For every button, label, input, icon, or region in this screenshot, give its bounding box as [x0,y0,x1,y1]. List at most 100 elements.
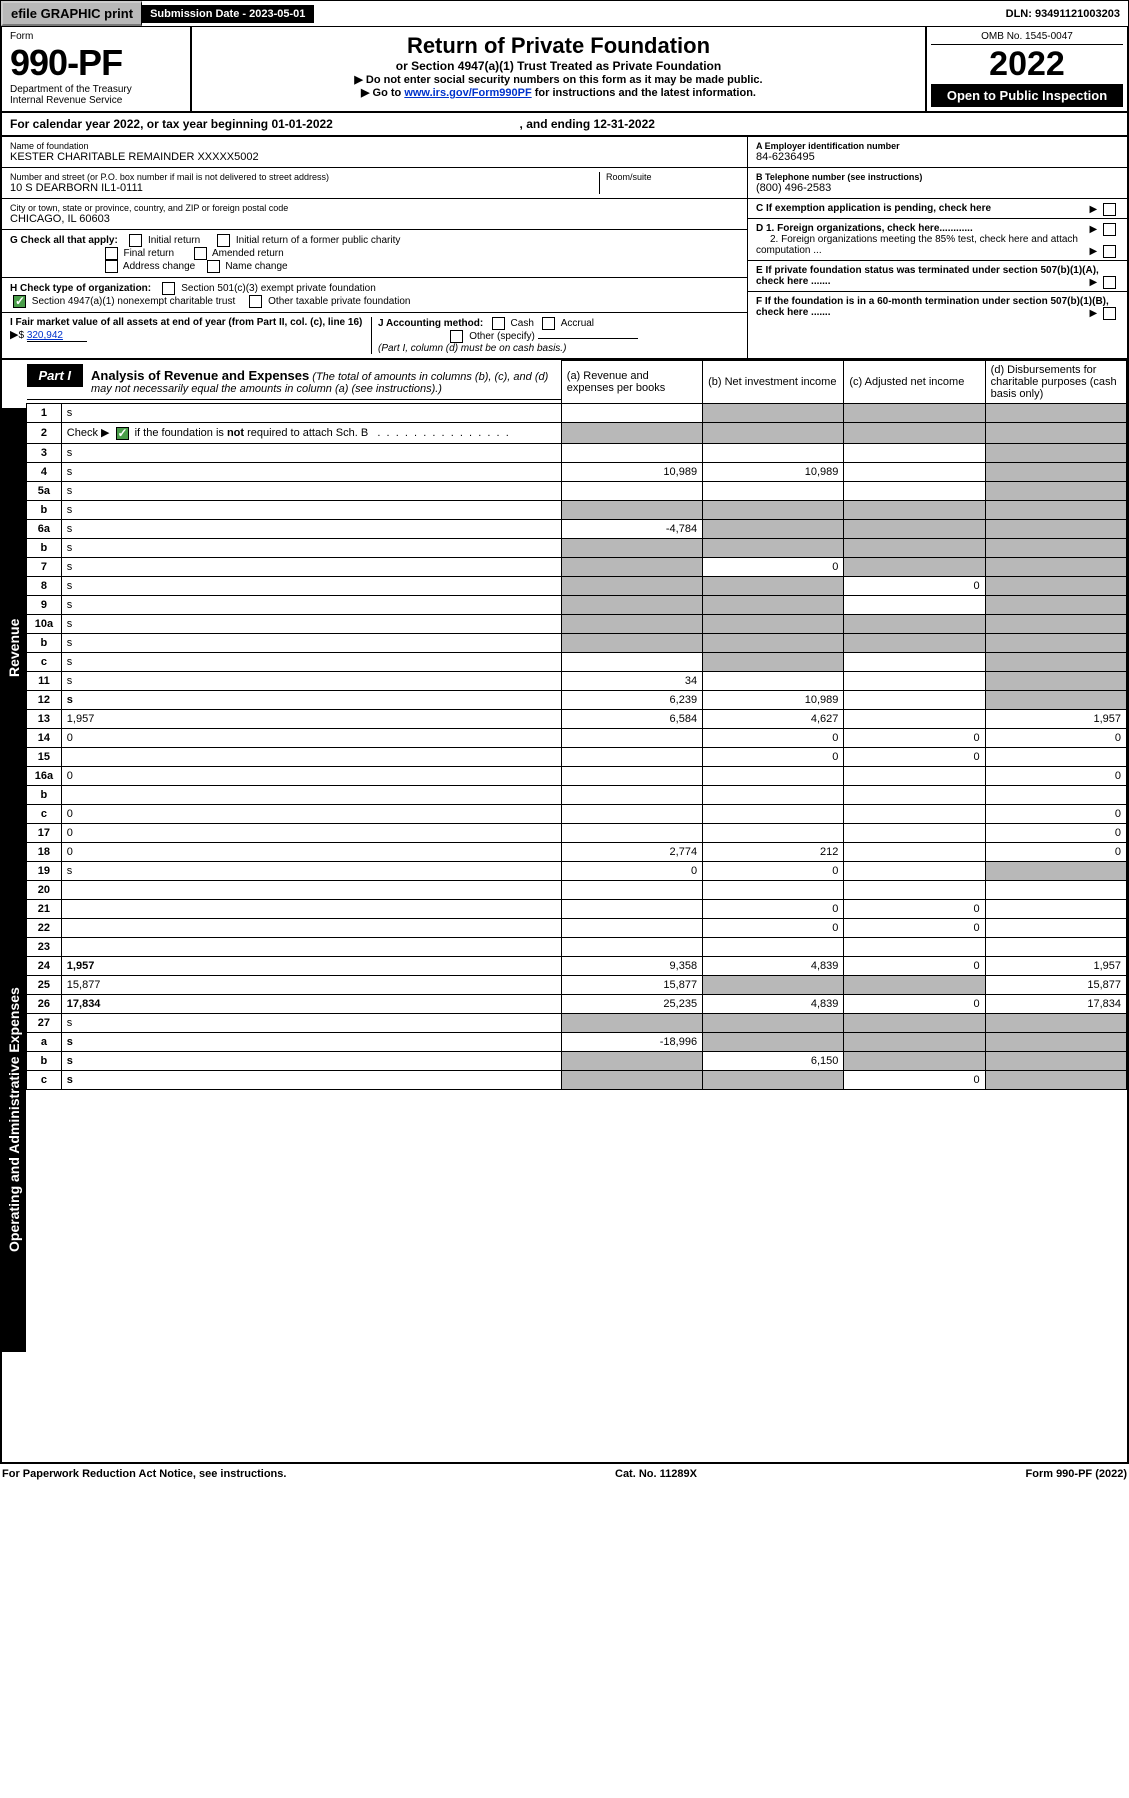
dept: Department of the Treasury [10,84,182,95]
table-row: 11 s 34 [27,671,1127,690]
form-header: Form 990-PF Department of the Treasury I… [0,27,1129,113]
table-row: 24 1,957 9,3584,83901,957 [27,956,1127,975]
table-row: b s [27,538,1127,557]
table-row: 16a 0 0 [27,766,1127,785]
col-b-header: (b) Net investment income [703,361,844,404]
table-row: 27 s [27,1013,1127,1032]
e-label: E If private foundation status was termi… [756,265,1099,287]
other-method-checkbox[interactable] [450,330,463,343]
table-row: 14 0 000 [27,728,1127,747]
table-row: 19 s 00 [27,861,1127,880]
city-label: City or town, state or province, country… [10,203,739,213]
j-note: (Part I, column (d) must be on cash basi… [378,343,566,354]
col-c-header: (c) Adjusted net income [844,361,985,404]
table-row: 21 00 [27,899,1127,918]
note-no-ssn: ▶ Do not enter social security numbers o… [354,74,762,86]
initial-return-checkbox[interactable] [129,234,142,247]
table-row: 4 s 10,98910,989 [27,462,1127,481]
form-title: Return of Private Foundation [198,33,919,59]
amended-return-checkbox[interactable] [194,247,207,260]
form-ref: Form 990-PF (2022) [1026,1468,1128,1480]
d1-checkbox[interactable] [1103,223,1116,236]
table-row: 26 17,834 25,2354,839017,834 [27,994,1127,1013]
h-check-row: H Check type of organization: Section 50… [2,278,747,313]
table-row: 9 s [27,595,1127,614]
foundation-name: KESTER CHARITABLE REMAINDER XXXXX5002 [10,151,739,163]
street-address: 10 S DEARBORN IL1-0111 [10,182,599,194]
table-row: 25 15,877 15,87715,877 [27,975,1127,994]
g-check-row: G Check all that apply: Initial return I… [2,230,747,278]
fmv-value[interactable]: 320,942 [27,330,87,342]
accrual-checkbox[interactable] [542,317,555,330]
f-label: F If the foundation is in a 60-month ter… [756,296,1109,318]
d2-checkbox[interactable] [1103,245,1116,258]
col-d-header: (d) Disbursements for charitable purpose… [985,361,1126,404]
top-bar: efile GRAPHIC print Submission Date - 20… [0,0,1129,27]
table-row: 5a s [27,481,1127,500]
cat-no: Cat. No. 11289X [615,1468,697,1480]
note2-pre: ▶ Go to [361,87,404,99]
instructions-link[interactable]: www.irs.gov/Form990PF [404,87,531,99]
table-row: b s 6,150 [27,1051,1127,1070]
table-row: a s -18,996 [27,1032,1127,1051]
table-row: 2 Check ▶ if the foundation is not requi… [27,423,1127,444]
table-row: 7 s 0 [27,557,1127,576]
final-return-checkbox[interactable] [105,247,118,260]
addr-label: Number and street (or P.O. box number if… [10,172,599,182]
g-label: G Check all that apply: [10,235,118,246]
table-row: 12 s 6,23910,989 [27,690,1127,709]
page-footer: For Paperwork Reduction Act Notice, see … [0,1464,1129,1484]
form-number: 990-PF [10,42,182,84]
cash-checkbox[interactable] [492,317,505,330]
c-checkbox[interactable] [1103,203,1116,216]
table-row: c 0 0 [27,804,1127,823]
city-state-zip: CHICAGO, IL 60603 [10,213,739,225]
dln: DLN: 93491121003203 [998,5,1128,23]
form-word: Form [10,31,182,42]
table-row: 22 00 [27,918,1127,937]
tax-year: 2022 [931,45,1123,84]
table-row: 17 0 0 [27,823,1127,842]
table-row: 23 [27,937,1127,956]
other-taxable-checkbox[interactable] [249,295,262,308]
d1-label: D 1. Foreign organizations, check here..… [756,223,973,234]
table-row: c s [27,652,1127,671]
table-row: b s [27,500,1127,519]
analysis-grid: Part I Analysis of Revenue and Expenses … [26,360,1127,1090]
name-label: Name of foundation [10,141,739,151]
table-row: 20 [27,880,1127,899]
submission-date: Submission Date - 2023-05-01 [142,5,314,23]
e-checkbox[interactable] [1103,276,1116,289]
part1-table: Revenue Operating and Administrative Exp… [0,360,1129,1464]
ein: 84-6236495 [756,151,1119,163]
table-row: b [27,785,1127,804]
table-row: 15 00 [27,747,1127,766]
expenses-vlabel: Operating and Administrative Expenses [2,888,26,1352]
table-row: 3 s [27,443,1127,462]
revenue-vlabel: Revenue [2,408,26,888]
address-change-checkbox[interactable] [105,260,118,273]
table-row: 10a s [27,614,1127,633]
table-row: 13 1,957 6,5844,6271,957 [27,709,1127,728]
h-label: H Check type of organization: [10,283,151,294]
table-row: c s 0 [27,1070,1127,1089]
open-to-public: Open to Public Inspection [931,84,1123,107]
table-row: 6a s -4,784 [27,519,1127,538]
part1-title: Analysis of Revenue and Expenses [91,368,309,383]
d2-label: 2. Foreign organizations meeting the 85%… [756,234,1078,256]
irs: Internal Revenue Service [10,95,182,106]
4947-checkbox[interactable] [13,295,26,308]
efile-print-button[interactable]: efile GRAPHIC print [1,1,142,26]
calendar-year-row: For calendar year 2022, or tax year begi… [0,113,1129,137]
phone: (800) 496-2583 [756,182,1119,194]
table-row: 1 s [27,404,1127,423]
name-change-checkbox[interactable] [207,260,220,273]
j-label: J Accounting method: [378,318,483,329]
phone-label: B Telephone number (see instructions) [756,172,922,182]
form-subtitle: or Section 4947(a)(1) Trust Treated as P… [198,59,919,73]
i-label: I Fair market value of all assets at end… [10,317,362,328]
501c3-checkbox[interactable] [162,282,175,295]
col-a-header: (a) Revenue and expenses per books [561,361,702,404]
f-checkbox[interactable] [1103,307,1116,320]
initial-former-checkbox[interactable] [217,234,230,247]
